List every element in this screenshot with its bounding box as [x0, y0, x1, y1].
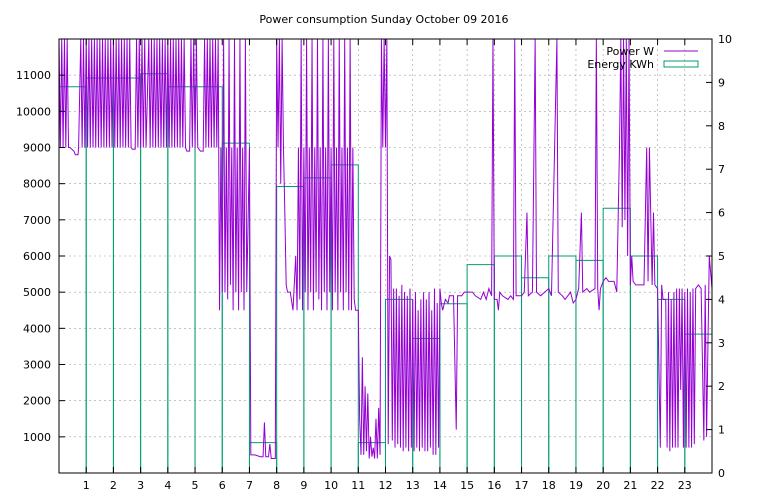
energy-bar — [521, 277, 550, 473]
y-right-tick-label: 6 — [718, 207, 725, 220]
chart-title: Power consumption Sunday October 09 2016 — [259, 13, 508, 26]
y-right-tick-label: 8 — [718, 120, 725, 133]
energy-bar — [602, 207, 631, 473]
x-tick-label: 16 — [487, 479, 501, 492]
y-right-tick-label: 5 — [718, 250, 725, 263]
x-tick-label: 3 — [137, 479, 144, 492]
y-right-tick-label: 10 — [718, 33, 732, 46]
x-tick-label: 2 — [110, 479, 117, 492]
power-line — [58, 38, 713, 460]
x-tick-label: 21 — [623, 479, 637, 492]
y-left-tick-label: 1000 — [23, 431, 51, 444]
y-right-tick-label: 3 — [718, 337, 725, 350]
energy-bar — [548, 255, 577, 473]
x-tick-label: 20 — [596, 479, 610, 492]
x-tick-label: 19 — [569, 479, 583, 492]
x-tick-label: 14 — [433, 479, 447, 492]
y-right-tick-label: 0 — [718, 467, 725, 480]
energy-bar — [493, 255, 523, 473]
y-right-tick-label: 7 — [718, 163, 725, 176]
x-tick-label: 7 — [246, 479, 253, 492]
x-tick-label: 18 — [542, 479, 556, 492]
x-tick-label: 15 — [460, 479, 474, 492]
x-tick-label: 10 — [324, 479, 338, 492]
x-tick-label: 22 — [651, 479, 665, 492]
energy-bar — [357, 442, 386, 473]
energy-bar — [221, 142, 250, 473]
y-left-tick-label: 2000 — [23, 395, 51, 408]
plot-frame — [58, 38, 713, 474]
y-right-tick-label: 2 — [718, 380, 725, 393]
x-tick-label: 6 — [219, 479, 226, 492]
x-tick-label: 17 — [515, 479, 529, 492]
x-tick-label: 11 — [351, 479, 365, 492]
legend: Power W Energy KWh — [587, 45, 699, 71]
axes: 1 2 3 4 5 6 7 8 9 10 11 12 13 14 15 16 17 18 19 20 21 22 23100… — [16, 33, 732, 492]
y-left-tick-label: 5000 — [23, 286, 51, 299]
x-tick-label: 12 — [379, 479, 393, 492]
y-left-tick-label: 8000 — [23, 178, 51, 191]
y-right-tick-label: 9 — [718, 76, 725, 89]
y-right-tick-label: 1 — [718, 424, 725, 437]
y-left-tick-label: 9000 — [23, 142, 51, 155]
energy-bar — [439, 303, 468, 473]
x-tick-label: 13 — [406, 479, 420, 492]
series-layer — [58, 38, 713, 473]
x-tick-label: 23 — [678, 479, 692, 492]
x-tick-label: 1 — [83, 479, 90, 492]
x-tick-label: 4 — [164, 479, 171, 492]
legend-label-energy: Energy KWh — [587, 58, 654, 71]
x-tick-label: 9 — [300, 479, 307, 492]
y-left-tick-label: 6000 — [23, 250, 51, 263]
y-left-tick-label: 11000 — [16, 69, 51, 82]
x-tick-label: 8 — [273, 479, 280, 492]
x-tick-label: 5 — [192, 479, 199, 492]
legend-label-power: Power W — [606, 45, 654, 58]
y-left-tick-label: 4000 — [23, 322, 51, 335]
y-right-tick-label: 4 — [718, 293, 725, 306]
y-left-tick-label: 10000 — [16, 105, 51, 118]
energy-bar — [466, 264, 495, 473]
y-left-tick-label: 3000 — [23, 359, 51, 372]
legend-swatch-energy — [663, 60, 699, 68]
y-left-tick-label: 7000 — [23, 214, 51, 227]
